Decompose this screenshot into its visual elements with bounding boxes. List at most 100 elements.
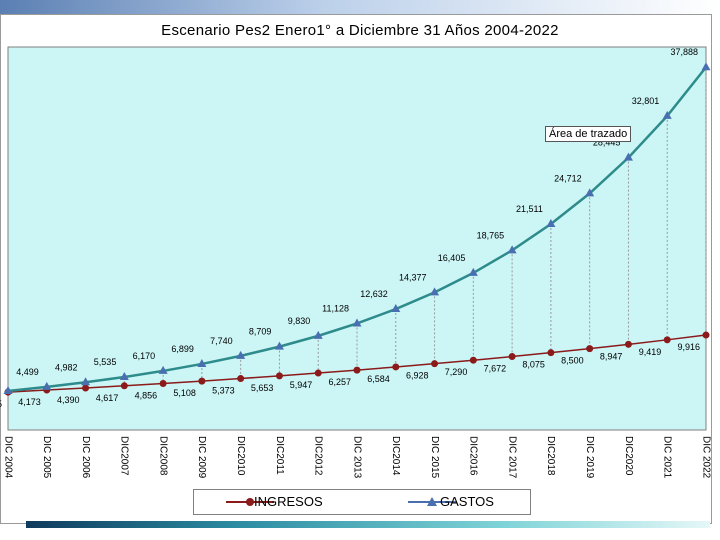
data-label-ingresos: 6,928 — [406, 371, 429, 381]
legend-gastos-swatch — [408, 497, 456, 506]
data-label-ingresos: 8,500 — [561, 356, 584, 366]
point-ingresos[interactable] — [237, 375, 245, 383]
data-label-ingresos: 5,373 — [212, 386, 235, 396]
data-label-gastos: 5,535 — [94, 357, 117, 367]
data-label-ingresos: 3,955 — [0, 399, 2, 409]
x-tick-label: DIC 2022 — [700, 436, 711, 479]
data-label-ingresos: 5,108 — [173, 388, 196, 398]
x-tick-label: DIC2012 — [313, 436, 324, 476]
data-label-gastos: 32,801 — [632, 96, 660, 106]
chart-title: Escenario Pes2 Enero1° a Diciembre 31 Añ… — [161, 22, 559, 39]
top-accent-bar — [0, 0, 720, 14]
point-ingresos[interactable] — [392, 363, 400, 371]
data-label-ingresos: 4,856 — [135, 391, 158, 401]
data-label-ingresos: 6,584 — [367, 374, 390, 384]
point-ingresos[interactable] — [198, 377, 206, 385]
point-ingresos[interactable] — [159, 380, 167, 388]
data-label-gastos: 37,888 — [670, 47, 698, 57]
point-gastos[interactable] — [507, 245, 517, 254]
point-ingresos[interactable] — [82, 384, 90, 392]
x-tick-label: DIC 2009 — [196, 436, 207, 479]
x-tick-label: DIC2014 — [390, 436, 401, 476]
x-tick-label: DIC 2004 — [2, 436, 13, 479]
data-label-gastos: 7,740 — [210, 336, 233, 346]
point-gastos[interactable] — [430, 287, 440, 296]
x-tick-label: DIC2016 — [468, 436, 479, 476]
x-tick-label: DIC 2019 — [584, 436, 595, 479]
legend-ingresos-swatch — [226, 498, 274, 506]
point-ingresos[interactable] — [624, 340, 632, 348]
point-gastos[interactable] — [81, 377, 91, 386]
data-label-gastos: 4,499 — [16, 367, 39, 377]
point-gastos[interactable] — [197, 358, 207, 367]
x-tick-label: DIC 2005 — [41, 436, 52, 479]
data-label-gastos: 21,511 — [516, 204, 543, 214]
legend: INGRESOS GASTOS — [193, 489, 531, 515]
data-label-ingresos: 5,653 — [251, 383, 274, 393]
data-label-ingresos: 5,947 — [290, 380, 313, 390]
data-label-gastos: 12,632 — [360, 289, 388, 299]
x-tick-label: DIC2007 — [119, 436, 130, 476]
data-label-ingresos: 9,916 — [677, 342, 700, 352]
data-label-ingresos: 4,173 — [18, 397, 41, 407]
plot-area-tooltip: Área de trazado — [545, 126, 632, 142]
data-label-ingresos: 4,617 — [96, 393, 119, 403]
point-ingresos[interactable] — [275, 372, 283, 380]
point-ingresos[interactable] — [469, 356, 477, 364]
point-gastos[interactable] — [119, 372, 129, 381]
point-gastos[interactable] — [585, 188, 595, 197]
point-ingresos[interactable] — [547, 349, 555, 357]
data-label-gastos: 8,709 — [249, 327, 272, 337]
point-gastos[interactable] — [701, 62, 711, 71]
point-ingresos[interactable] — [353, 366, 361, 374]
point-gastos[interactable] — [3, 386, 13, 395]
point-ingresos[interactable] — [120, 382, 128, 390]
x-tick-label: DIC 2013 — [351, 436, 362, 479]
bottom-accent-bar — [26, 521, 710, 528]
data-label-gastos: 4,982 — [55, 362, 78, 372]
point-gastos[interactable] — [662, 110, 672, 119]
point-ingresos[interactable] — [702, 331, 710, 339]
x-tick-label: DIC2010 — [235, 436, 246, 476]
legend-gastos-label: GASTOS — [440, 494, 494, 509]
point-gastos[interactable] — [236, 350, 246, 359]
point-gastos[interactable] — [391, 304, 401, 313]
data-label-ingresos: 8,947 — [600, 351, 623, 361]
data-label-gastos: 18,765 — [477, 230, 505, 240]
data-label-gastos: 16,405 — [438, 253, 466, 263]
x-tick-label: DIC 2006 — [80, 436, 91, 479]
point-gastos[interactable] — [352, 318, 362, 327]
data-label-gastos: 6,899 — [171, 344, 194, 354]
data-label-gastos: 24,712 — [554, 173, 582, 183]
point-ingresos[interactable] — [663, 336, 671, 344]
x-tick-label: DIC2018 — [545, 436, 556, 476]
point-gastos[interactable] — [158, 365, 168, 374]
data-label-ingresos: 6,257 — [328, 377, 351, 387]
legend-ingresos-label: INGRESOS — [254, 494, 323, 509]
data-label-ingresos: 8,075 — [522, 360, 545, 370]
point-gastos[interactable] — [274, 341, 284, 350]
point-gastos[interactable] — [42, 381, 52, 390]
point-gastos[interactable] — [546, 219, 556, 228]
data-label-ingresos: 7,672 — [484, 364, 507, 374]
point-ingresos[interactable] — [431, 360, 439, 368]
point-ingresos[interactable] — [314, 369, 322, 377]
x-tick-label: DIC2011 — [274, 436, 285, 475]
data-label-ingresos: 9,419 — [639, 347, 662, 357]
point-gastos[interactable] — [468, 267, 478, 276]
data-label-gastos: 9,830 — [288, 316, 311, 326]
point-gastos[interactable] — [623, 152, 633, 161]
x-tick-label: DIC 2021 — [662, 436, 673, 479]
x-tick-label: DIC 2015 — [429, 436, 440, 479]
point-ingresos[interactable] — [586, 345, 594, 353]
point-gastos[interactable] — [313, 330, 323, 339]
point-ingresos[interactable] — [508, 353, 516, 361]
data-label-gastos: 6,170 — [133, 351, 156, 361]
data-labels-layer: 4,0724,4994,9825,5356,1706,8997,7408,709… — [0, 47, 700, 409]
x-tick-label: DIC2020 — [623, 436, 634, 476]
x-tick-label: DIC 2017 — [506, 436, 517, 479]
x-tick-label: DIC2008 — [157, 436, 168, 476]
data-label-ingresos: 7,290 — [445, 367, 468, 377]
x-axis-tick-labels: DIC 2004 DIC 2005 DIC 2006 DIC2007 DIC2008 DI… — [2, 436, 711, 479]
